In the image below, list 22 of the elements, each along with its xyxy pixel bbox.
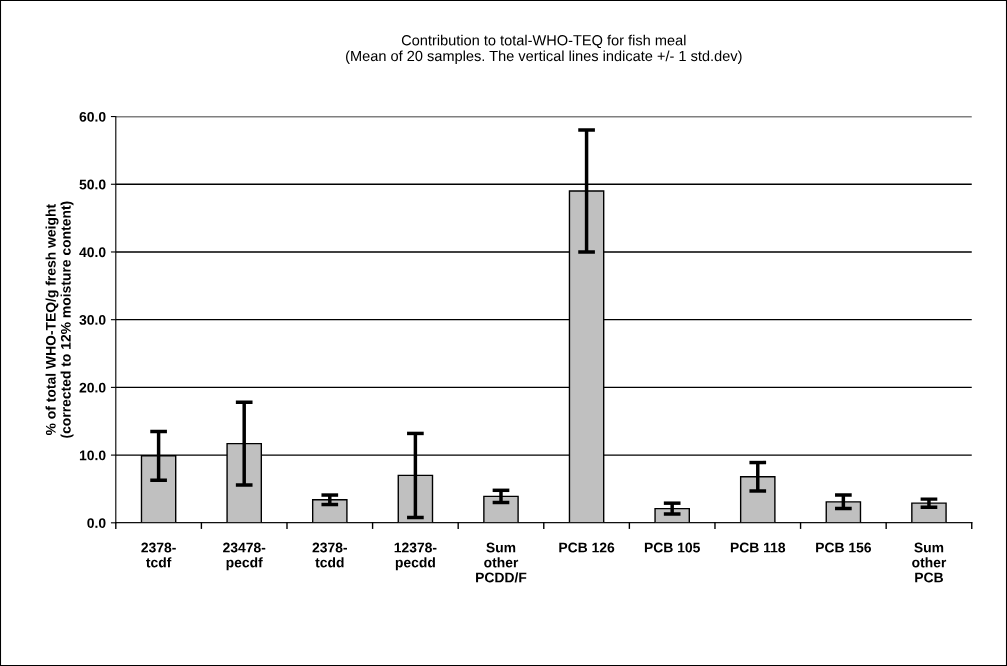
y-tick-label: 10.0 <box>79 450 106 461</box>
x-tick-label: PCB 105 <box>644 542 700 553</box>
y-tick-label: 0.0 <box>87 518 106 528</box>
chart-title: Contribution to total-WHO-TEQ for fish meal (Mean of 20 samples. The vertical lines indicate +/- 1 std.dev) <box>346 34 742 65</box>
y-tick-label: 60.0 <box>79 111 106 122</box>
x-tick-label: PCB 126 <box>559 542 615 553</box>
x-tick-label: 2378- tcdd <box>312 542 347 568</box>
x-tick-label: Sum other PCB <box>912 542 947 583</box>
y-tick-label: 20.0 <box>79 382 106 393</box>
x-tick-label: Sum other PCDD/F <box>476 542 527 583</box>
x-tick-label: PCB 118 <box>730 542 786 553</box>
y-axis-title: % of total WHO-TEQ/g fresh weight (corrected to 12% moisture content) <box>45 201 74 438</box>
x-tick-label: 2378- tcdf <box>141 542 176 568</box>
y-tick-label: 40.0 <box>79 247 106 258</box>
x-tick-label: PCB 156 <box>816 542 872 553</box>
x-tick-label: 23478- pecdf <box>223 542 266 571</box>
bar <box>483 495 519 523</box>
y-tick-label: 30.0 <box>79 315 106 325</box>
bar <box>311 499 348 523</box>
bar <box>825 501 862 523</box>
y-tick-label: 50.0 <box>79 179 106 190</box>
x-tick-label: 12378- pecdd <box>394 542 437 571</box>
